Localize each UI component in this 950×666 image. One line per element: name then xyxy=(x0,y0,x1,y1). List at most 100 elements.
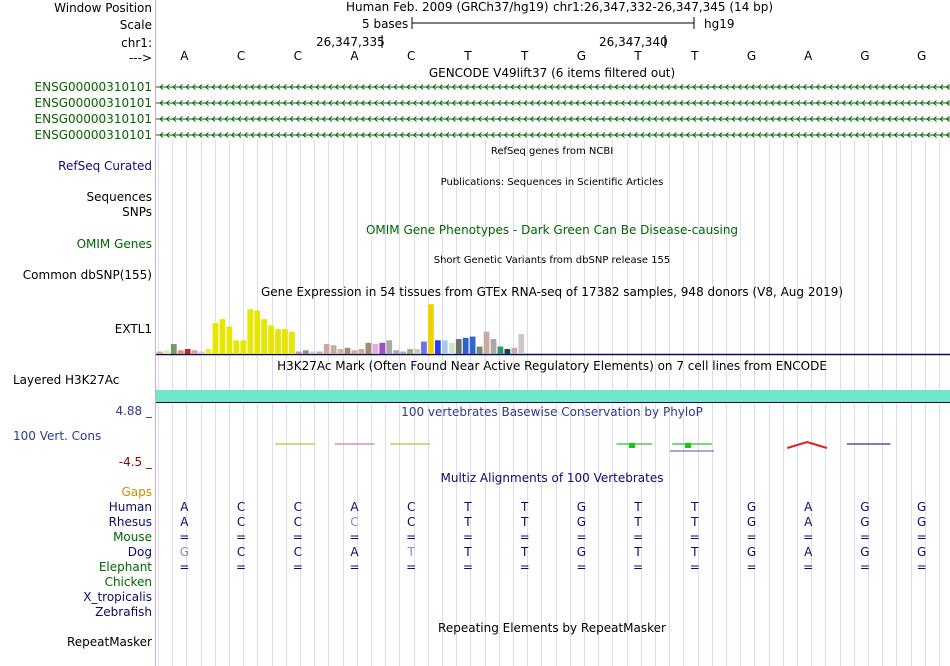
gtex-bar[interactable] xyxy=(163,350,170,354)
gtex-bar[interactable] xyxy=(351,350,358,354)
gtex-bar[interactable] xyxy=(184,349,191,354)
gtex-bar[interactable] xyxy=(483,331,490,354)
gtex-bar[interactable] xyxy=(428,304,434,354)
gtex-bar[interactable] xyxy=(511,347,518,354)
gtex-bar[interactable] xyxy=(344,347,351,354)
strand-arrow-mark xyxy=(289,100,294,106)
publications-track-title[interactable]: Publications: Sequences in Scientific Ar… xyxy=(440,177,664,188)
strand-arrow-mark xyxy=(308,116,313,122)
gtex-bar[interactable] xyxy=(358,349,365,354)
gtex-bar[interactable] xyxy=(296,351,302,354)
snps-track-label[interactable]: SNPs xyxy=(122,205,152,219)
strand-arrow-mark xyxy=(659,84,664,90)
gtex-bar[interactable] xyxy=(455,339,462,354)
dbsnp-track-title[interactable]: Short Genetic Variants from dbSNP releas… xyxy=(433,255,671,266)
strand-arrow-label[interactable]: ---> xyxy=(128,51,152,65)
dbsnp-track-label[interactable]: Common dbSNP(155) xyxy=(22,268,152,282)
cons-track-label[interactable]: 100 Vert. Cons xyxy=(13,429,102,443)
gtex-gene-label[interactable]: EXTL1 xyxy=(114,322,152,336)
alignment-base: G xyxy=(746,515,757,529)
strand-arrow-mark xyxy=(867,116,872,122)
omim-track-title[interactable]: OMIM Gene Phenotypes - Dark Green Can Be… xyxy=(365,223,739,237)
gtex-bar[interactable] xyxy=(226,326,233,354)
gtex-bar[interactable] xyxy=(421,341,427,354)
sequences-track-label[interactable]: Sequences xyxy=(86,190,152,204)
strand-arrow-mark xyxy=(308,100,313,106)
omim-track-label[interactable]: OMIM Genes xyxy=(76,237,152,251)
gtex-bar[interactable] xyxy=(400,351,406,354)
ruler-coord: 26,347,335 xyxy=(316,35,385,49)
gtex-bar[interactable] xyxy=(337,349,344,354)
refseq-track-title[interactable]: RefSeq genes from NCBI xyxy=(490,146,614,157)
gtex-bar[interactable] xyxy=(469,336,476,354)
gtex-bar[interactable] xyxy=(316,351,323,354)
gtex-bar[interactable] xyxy=(212,322,219,354)
gencode-track-title[interactable]: GENCODE V49lift37 (6 items filtered out) xyxy=(428,66,676,80)
gtex-bar[interactable] xyxy=(170,344,177,354)
strand-arrow-mark xyxy=(484,132,489,138)
gencode-item-label[interactable]: ENSG00000310101 xyxy=(34,80,152,94)
strand-arrow-mark xyxy=(744,100,749,106)
gtex-bar[interactable] xyxy=(247,309,254,354)
gtex-bar[interactable] xyxy=(330,345,337,354)
gtex-bar[interactable] xyxy=(219,319,226,354)
gtex-bar[interactable] xyxy=(414,349,420,354)
gtex-bar[interactable] xyxy=(476,346,483,354)
gtex-bar[interactable] xyxy=(268,325,274,354)
gtex-bar[interactable] xyxy=(261,319,267,354)
repeatmasker-track-title[interactable]: Repeating Elements by RepeatMasker xyxy=(438,621,666,635)
alignment-base: T xyxy=(464,500,472,514)
alignment-base: C xyxy=(407,515,416,529)
gtex-bar[interactable] xyxy=(177,350,184,354)
gtex-bar[interactable] xyxy=(254,310,261,354)
gtex-track-title[interactable]: Gene Expression in 54 tissues from GTEx … xyxy=(260,285,844,299)
cons-min-label: -4.5 _ xyxy=(118,455,152,469)
gtex-bar[interactable] xyxy=(379,342,386,354)
gtex-bar[interactable] xyxy=(365,342,372,354)
gtex-bar[interactable] xyxy=(462,337,469,354)
scale-label[interactable]: Scale xyxy=(119,18,152,32)
gtex-bar[interactable] xyxy=(504,349,511,354)
strand-arrow-mark xyxy=(627,84,632,90)
strand-arrow-mark xyxy=(607,84,612,90)
gtex-bar[interactable] xyxy=(302,350,309,354)
gtex-bar[interactable] xyxy=(275,329,281,354)
gtex-bar[interactable] xyxy=(205,349,212,354)
multiz-track-title[interactable]: Multiz Alignments of 100 Vertebrates xyxy=(440,471,664,485)
gencode-item-label[interactable]: ENSG00000310101 xyxy=(34,112,152,126)
gtex-bar[interactable] xyxy=(448,342,455,354)
tracks-pane[interactable]: Human Feb. 2009 (GRCh37/hg19) chr1:26,34… xyxy=(156,0,950,666)
strand-arrow-mark xyxy=(386,84,391,90)
gtex-bar[interactable] xyxy=(233,340,240,354)
gtex-bar[interactable] xyxy=(441,340,448,354)
gtex-bar[interactable] xyxy=(518,334,525,354)
strand-arrow-mark xyxy=(523,100,528,106)
gtex-bar[interactable] xyxy=(407,349,413,354)
gtex-bar[interactable] xyxy=(372,344,379,354)
gtex-bar[interactable] xyxy=(191,350,198,354)
strand-arrow-mark xyxy=(464,100,469,106)
strand-arrow-mark xyxy=(367,132,372,138)
gencode-item-label[interactable]: ENSG00000310101 xyxy=(34,96,152,110)
window-position-label[interactable]: Window Position xyxy=(54,1,152,15)
h3k27ac-track-title[interactable]: H3K27Ac Mark (Often Found Near Active Re… xyxy=(277,359,827,373)
gtex-bar[interactable] xyxy=(198,351,205,354)
gtex-bar[interactable] xyxy=(393,350,400,354)
gtex-bar[interactable] xyxy=(289,331,295,354)
gtex-bar[interactable] xyxy=(490,339,497,354)
repeatmasker-track-label[interactable]: RepeatMasker xyxy=(66,635,152,649)
gtex-bar[interactable] xyxy=(282,329,288,354)
refseq-track-label[interactable]: RefSeq Curated xyxy=(58,159,152,173)
gtex-bar[interactable] xyxy=(497,346,504,354)
gencode-item-label[interactable]: ENSG00000310101 xyxy=(34,128,152,142)
strand-arrow-mark xyxy=(165,84,170,90)
gtex-bar[interactable] xyxy=(323,344,330,354)
h3k27ac-track-label[interactable]: Layered H3K27Ac xyxy=(13,373,120,387)
gtex-bar[interactable] xyxy=(435,340,441,354)
gtex-bar[interactable] xyxy=(157,351,163,354)
phylop-track-title[interactable]: 100 vertebrates Basewise Conservation by… xyxy=(401,405,703,419)
gtex-bar[interactable] xyxy=(386,340,393,354)
gtex-bar[interactable] xyxy=(309,351,316,354)
strand-arrow-mark xyxy=(575,84,580,90)
gtex-bar[interactable] xyxy=(240,340,247,354)
